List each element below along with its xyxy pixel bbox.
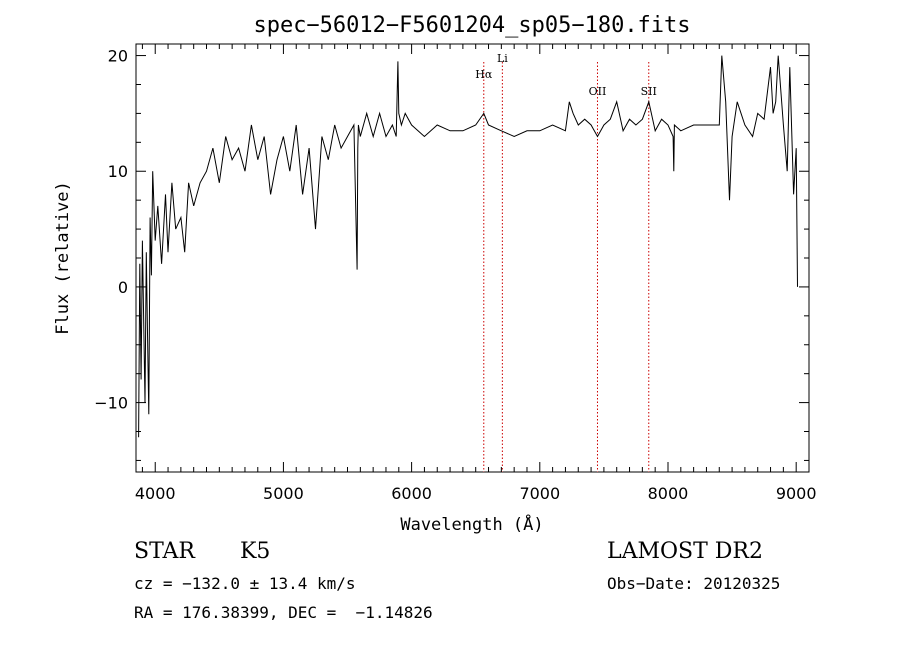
redshift-velocity: cz = −132.0 ± 13.4 km/s	[134, 574, 356, 593]
chart-title: spec−56012−F5601204_sp05−180.fits	[253, 13, 690, 38]
y-tick-label-1: 0	[118, 278, 128, 297]
object-subclass: K5	[240, 539, 271, 564]
line-markers: Hα Li OII SII	[475, 52, 657, 472]
line-marker-label-2: OII	[589, 85, 607, 98]
x-tick-label-3: 7000	[519, 484, 560, 503]
spectrum-line	[138, 55, 798, 438]
y-tick-label-0: −10	[94, 394, 128, 413]
axis-ticks: 4000 5000 6000 7000 8000 9000 −10 0 10 20	[94, 44, 817, 503]
line-marker-label-1: Li	[497, 52, 508, 65]
x-tick-label-0: 4000	[135, 484, 176, 503]
coordinates: RA = 176.38399, DEC = −1.14826	[134, 603, 433, 622]
survey-name: LAMOST DR2	[607, 539, 763, 564]
y-axis-label: Flux (relative)	[53, 181, 73, 335]
line-marker-label-0: Hα	[475, 68, 493, 81]
x-axis-label: Wavelength (Å)	[400, 513, 543, 535]
plot-frame	[135, 43, 810, 473]
line-marker-label-3: SII	[641, 85, 657, 98]
observation-date: Obs−Date: 20120325	[607, 574, 781, 593]
x-tick-label-5: 9000	[776, 484, 817, 503]
x-tick-label-1: 5000	[263, 484, 304, 503]
y-tick-label-3: 20	[108, 47, 128, 66]
x-tick-label-2: 6000	[391, 484, 432, 503]
object-class: STAR	[134, 539, 195, 564]
y-tick-label-2: 10	[108, 162, 128, 181]
x-tick-label-4: 8000	[648, 484, 689, 503]
